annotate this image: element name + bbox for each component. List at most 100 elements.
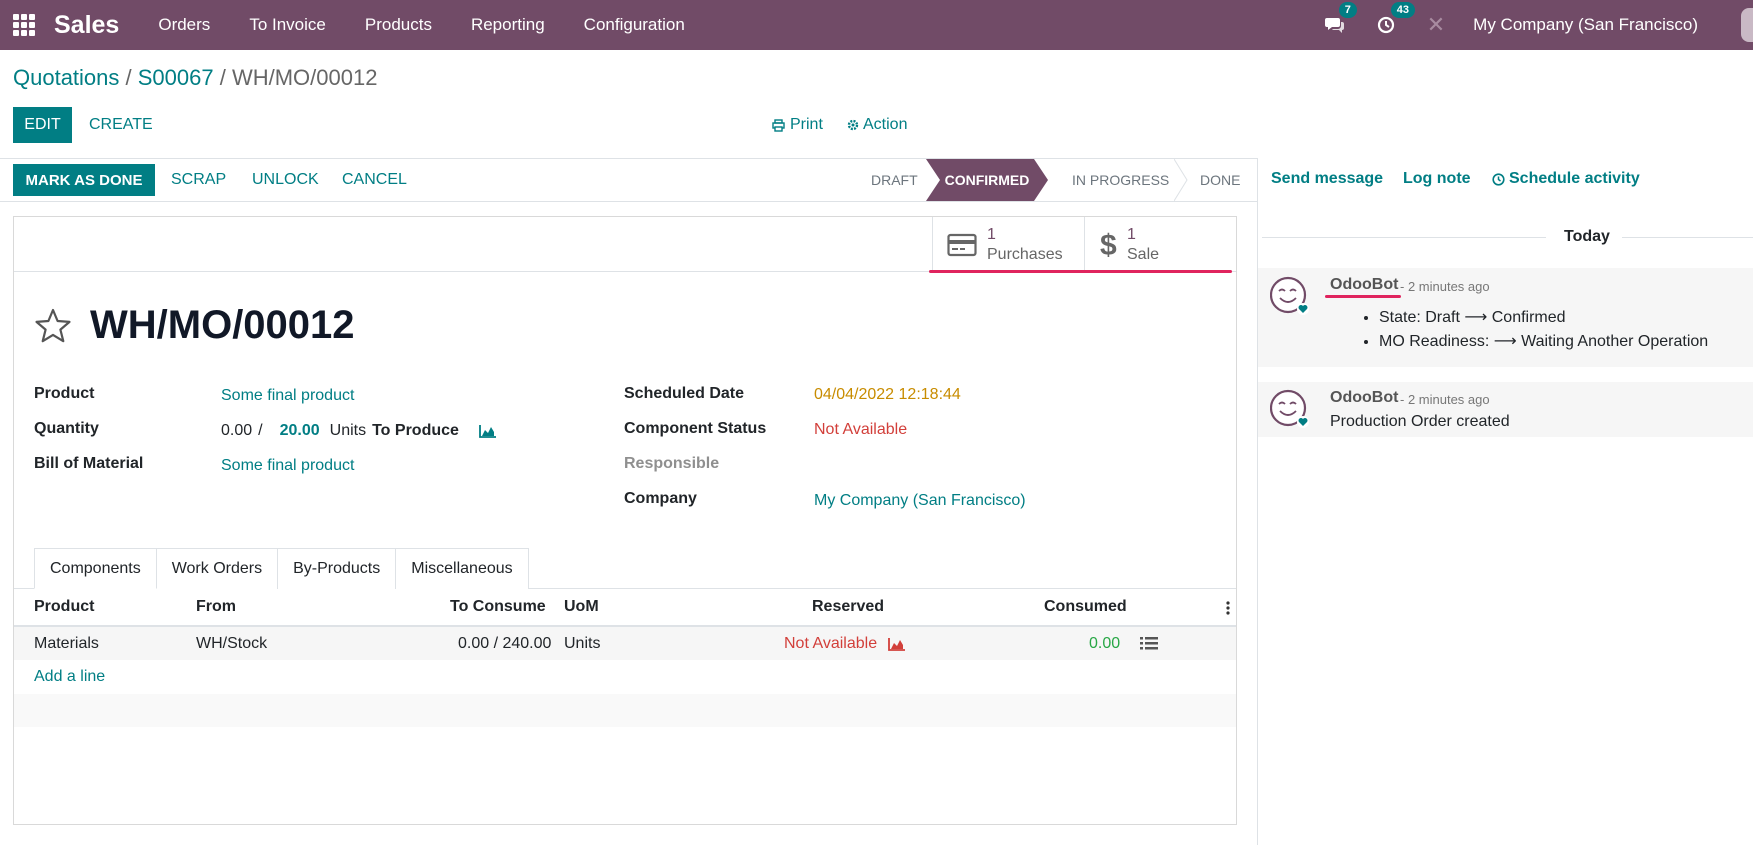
print-button[interactable]: Print: [772, 116, 823, 134]
area-chart-icon[interactable]: [479, 424, 497, 438]
smart-button-box: 1 Purchases $ 1 Sale: [14, 217, 1236, 272]
message-time: - 2 minutes ago: [1400, 279, 1490, 294]
menu-configuration[interactable]: Configuration: [583, 15, 685, 34]
star-icon[interactable]: [34, 307, 72, 345]
stage-confirmed[interactable]: CONFIRMED: [926, 159, 1048, 201]
cell-from: WH/Stock: [196, 635, 268, 652]
cell-reserved: Not Available: [784, 635, 878, 652]
close-icon[interactable]: ✕: [1426, 12, 1446, 37]
tracking-item: MO Readiness: ⟶ Waiting Another Operatio…: [1379, 330, 1708, 354]
scheduled-date-label: Scheduled Date: [624, 385, 745, 402]
log-note-button[interactable]: Log note: [1403, 170, 1471, 187]
table-row[interactable]: Materials WH/Stock 0.00 / 240.00 Units N…: [14, 627, 1236, 660]
company-value[interactable]: My Company (San Francisco): [814, 492, 1026, 509]
credit-card-icon: [947, 233, 977, 256]
to-produce-label: To Produce: [372, 422, 459, 439]
odoobot-avatar-icon[interactable]: [1270, 389, 1310, 429]
bom-value[interactable]: Some final product: [221, 457, 355, 474]
optional-columns-icon[interactable]: [1226, 601, 1230, 615]
menu-reporting[interactable]: Reporting: [470, 15, 545, 34]
breadcrumb-sale-order[interactable]: S00067: [137, 65, 214, 90]
purchases-label: Purchases: [987, 245, 1063, 263]
form-sheet: 1 Purchases $ 1 Sale WH/MO/00012 Product…: [13, 216, 1237, 825]
action-label: Action: [863, 116, 908, 133]
activities-button[interactable]: 43: [1377, 2, 1415, 34]
tab-miscellaneous[interactable]: Miscellaneous: [395, 548, 529, 589]
cell-consumed: 0.00: [1089, 635, 1121, 652]
chatter-divider: [1257, 158, 1258, 845]
user-avatar[interactable]: [1741, 8, 1753, 42]
message-author[interactable]: OdooBot: [1330, 276, 1399, 293]
separator-line: [1262, 237, 1546, 238]
stage-draft[interactable]: DRAFT: [871, 172, 918, 188]
company-switcher[interactable]: My Company (San Francisco): [1473, 15, 1698, 34]
clock-icon: [1377, 16, 1394, 34]
mark-as-done-button[interactable]: MARK AS DONE: [13, 164, 155, 196]
breadcrumb-current: WH/MO/00012: [231, 65, 378, 90]
messages-button[interactable]: 7: [1324, 2, 1357, 34]
odoobot-avatar-icon[interactable]: [1270, 276, 1310, 316]
purchases-count: 1: [987, 225, 996, 243]
sale-label: Sale: [1127, 245, 1160, 263]
print-label: Print: [790, 116, 823, 133]
apps-menu-icon[interactable]: [13, 14, 35, 36]
record-title: WH/MO/00012: [34, 303, 355, 348]
column-uom[interactable]: UoM: [564, 598, 599, 615]
breadcrumb-quotations[interactable]: Quotations: [13, 65, 120, 90]
scheduled-date-value[interactable]: 04/04/2022 12:18:44: [814, 386, 961, 403]
create-button[interactable]: CREATE: [89, 116, 153, 133]
chat-bubbles-icon: [1324, 18, 1344, 33]
purchases-smart-button[interactable]: 1 Purchases: [932, 217, 1084, 272]
highlight-underline: [1325, 295, 1401, 298]
quantity-label: Quantity: [34, 420, 99, 437]
send-message-button[interactable]: Send message: [1271, 170, 1384, 187]
quantity-field: 0.00 / 20.00 Units To Produce: [221, 422, 497, 440]
column-consumed[interactable]: Consumed: [1044, 598, 1127, 615]
cancel-button[interactable]: CANCEL: [342, 171, 407, 188]
sale-count: 1: [1127, 225, 1136, 243]
component-status-value: Not Available: [814, 421, 908, 438]
message-time: - 2 minutes ago: [1400, 392, 1490, 407]
unlock-button[interactable]: UNLOCK: [252, 171, 319, 188]
statusbar: MARK AS DONE SCRAP UNLOCK CANCEL DRAFT C…: [0, 158, 1257, 202]
quantity-total[interactable]: 20.00: [279, 422, 320, 439]
cell-to-consume: 0.00 / 240.00: [458, 635, 552, 652]
column-to-consume[interactable]: To Consume: [450, 598, 546, 615]
column-from[interactable]: From: [196, 598, 236, 615]
message-body: Production Order created: [1330, 413, 1510, 430]
edit-button[interactable]: EDIT: [13, 107, 72, 143]
quantity-separator: /: [258, 422, 263, 439]
empty-row: [14, 694, 1236, 727]
stage-separator-icon: [1174, 159, 1188, 201]
stage-in-progress[interactable]: IN PROGRESS: [1072, 172, 1170, 188]
schedule-activity-label: Schedule activity: [1509, 170, 1640, 187]
add-a-line-button[interactable]: Add a line: [34, 668, 106, 685]
tab-by-products[interactable]: By-Products: [277, 548, 397, 589]
breadcrumb: Quotations / S00067 / WH/MO/00012: [13, 65, 377, 91]
scrap-button[interactable]: SCRAP: [171, 171, 227, 188]
stage-done[interactable]: DONE: [1200, 172, 1241, 188]
highlight-underline: [929, 270, 1232, 273]
components-table-header: Product From To Consume UoM Reserved Con…: [14, 589, 1236, 627]
today-label: Today: [1564, 228, 1610, 245]
menu-orders[interactable]: Orders: [158, 15, 211, 34]
column-product[interactable]: Product: [34, 598, 95, 615]
responsible-label: Responsible: [624, 455, 720, 472]
schedule-activity-button[interactable]: Schedule activity: [1492, 170, 1640, 188]
forecast-chart-icon[interactable]: [888, 637, 906, 651]
product-value[interactable]: Some final product: [221, 387, 355, 404]
message-author[interactable]: OdooBot: [1330, 389, 1399, 406]
tabs-divider: [14, 588, 1236, 589]
clock-icon: [1492, 172, 1505, 186]
menu-products[interactable]: Products: [364, 15, 432, 34]
sale-smart-button[interactable]: $ 1 Sale: [1084, 217, 1236, 272]
product-label: Product: [34, 385, 95, 402]
tab-components[interactable]: Components: [34, 548, 157, 589]
menu-to-invoice[interactable]: To Invoice: [249, 15, 326, 34]
record-name: WH/MO/00012: [90, 303, 355, 347]
detailed-operations-icon[interactable]: [1140, 637, 1158, 650]
column-reserved[interactable]: Reserved: [812, 598, 885, 615]
tab-work-orders[interactable]: Work Orders: [155, 548, 279, 589]
app-name[interactable]: Sales: [54, 10, 120, 39]
action-button[interactable]: Action: [847, 116, 907, 134]
